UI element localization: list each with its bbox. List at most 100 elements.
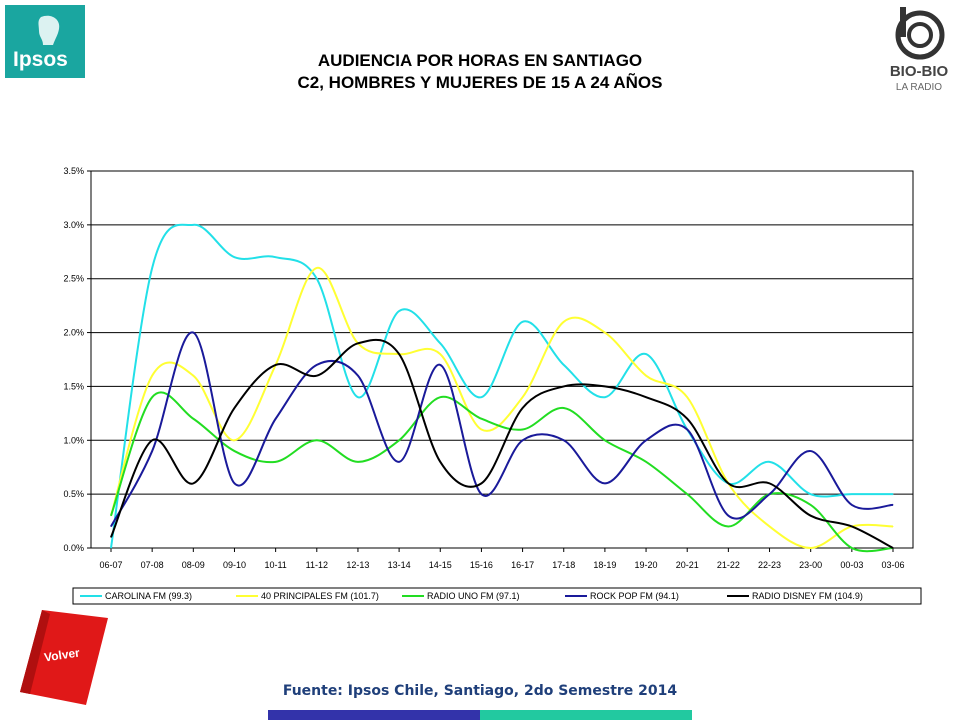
x-tick-label: 18-19: [593, 560, 616, 570]
grid-lines: [91, 170, 913, 495]
data-point: [110, 547, 112, 549]
data-point: [192, 375, 194, 377]
data-point: [398, 353, 400, 355]
title-line-2: C2, HOMBRES Y MUJERES DE 15 A 24 AÑOS: [297, 73, 663, 92]
legend-box: [72, 587, 922, 605]
data-point: [645, 375, 647, 377]
data-point: [892, 493, 894, 495]
data-point: [233, 256, 235, 258]
data-point: [316, 267, 318, 269]
data-point: [686, 396, 688, 398]
data-point: [686, 418, 688, 420]
data-point: [604, 482, 606, 484]
data-point: [110, 515, 112, 517]
data-point: [851, 525, 853, 527]
data-point: [604, 396, 606, 398]
x-tick-label: 19-20: [635, 560, 658, 570]
data-point: [563, 364, 565, 366]
data-point: [686, 429, 688, 431]
data-point: [769, 482, 771, 484]
x-tick-label: 23-00: [799, 560, 822, 570]
data-point: [522, 407, 524, 409]
data-point: [851, 504, 853, 506]
source-note: Fuente: Ipsos Chile, Santiago, 2do Semes…: [282, 683, 678, 699]
data-point: [316, 278, 318, 280]
x-tick-label: 22-23: [758, 560, 781, 570]
data-point: [810, 547, 812, 549]
data-point: [192, 482, 194, 484]
x-tick-label: 03-06: [881, 560, 904, 570]
biobio-name: BIO-BIO: [889, 63, 949, 80]
data-point: [439, 461, 441, 463]
x-tick-label: 10-11: [264, 560, 286, 570]
ipsos-logo-text: Ipsos: [13, 48, 68, 71]
data-point: [151, 267, 153, 269]
data-point: [357, 461, 359, 463]
series-lines: [110, 223, 894, 553]
data-point: [233, 450, 235, 452]
biobio-radio-icon: [895, 7, 945, 60]
data-point: [110, 536, 112, 538]
data-point: [851, 547, 853, 549]
data-point: [480, 482, 482, 484]
x-tick-label: 08-09: [182, 560, 205, 570]
data-point: [563, 321, 565, 323]
legend-label: 40 PRINCIPALES FM (101.7): [261, 591, 379, 601]
data-point: [604, 439, 606, 441]
x-axis-ticks: 06-07 07-08 08-09 09-10 10-11 11-12 12-13 13-14…: [99, 548, 905, 570]
data-point: [480, 493, 482, 495]
biobio-subtitle: LA RADIO: [895, 82, 943, 93]
data-point: [645, 353, 647, 355]
data-point: [686, 493, 688, 495]
x-tick-label: 15-16: [470, 560, 493, 570]
data-point: [357, 342, 359, 344]
data-point: [769, 461, 771, 463]
y-axis-ticks: 0.0% 0.5% 1.0% 1.5% 2.0% 2.5% 3.0% 3.5%: [63, 166, 91, 553]
legend-label: RADIO UNO FM (97.1): [427, 591, 520, 601]
volver-button[interactable]: Volver: [20, 610, 110, 705]
data-point: [439, 342, 441, 344]
y-tick-label: 1.0%: [63, 435, 84, 445]
x-tick-label: 09-10: [223, 560, 246, 570]
data-point: [398, 310, 400, 312]
data-point: [810, 515, 812, 517]
data-point: [645, 461, 647, 463]
data-point: [892, 504, 894, 506]
x-tick-label: 11-12: [306, 560, 328, 570]
data-point: [316, 439, 318, 441]
series-line-0: [110, 223, 893, 549]
data-point: [563, 385, 565, 387]
data-point: [604, 332, 606, 334]
data-point: [398, 461, 400, 463]
data-point: [563, 407, 565, 409]
data-point: [151, 375, 153, 377]
data-point: [275, 256, 277, 258]
data-point: [645, 396, 647, 398]
data-point: [480, 418, 482, 420]
data-point: [522, 396, 524, 398]
series-line-2: [110, 391, 894, 553]
data-point: [316, 375, 318, 377]
data-point: [563, 439, 565, 441]
data-point: [480, 396, 482, 398]
data-point: [192, 224, 194, 226]
data-point: [439, 364, 441, 366]
data-point: [151, 396, 153, 398]
y-tick-label: 3.0%: [63, 220, 84, 230]
data-point: [275, 364, 277, 366]
data-point: [316, 364, 318, 366]
data-point: [151, 439, 153, 441]
data-point: [810, 493, 812, 495]
data-point: [851, 493, 853, 495]
ipsos-face-icon: [38, 15, 60, 45]
x-tick-label: 12-13: [346, 560, 369, 570]
data-point: [233, 482, 235, 484]
data-point: [810, 450, 812, 452]
data-point: [727, 525, 729, 527]
x-tick-label: 14-15: [429, 560, 452, 570]
data-point: [645, 439, 647, 441]
data-point: [110, 525, 112, 527]
data-point: [275, 418, 277, 420]
data-point: [233, 439, 235, 441]
